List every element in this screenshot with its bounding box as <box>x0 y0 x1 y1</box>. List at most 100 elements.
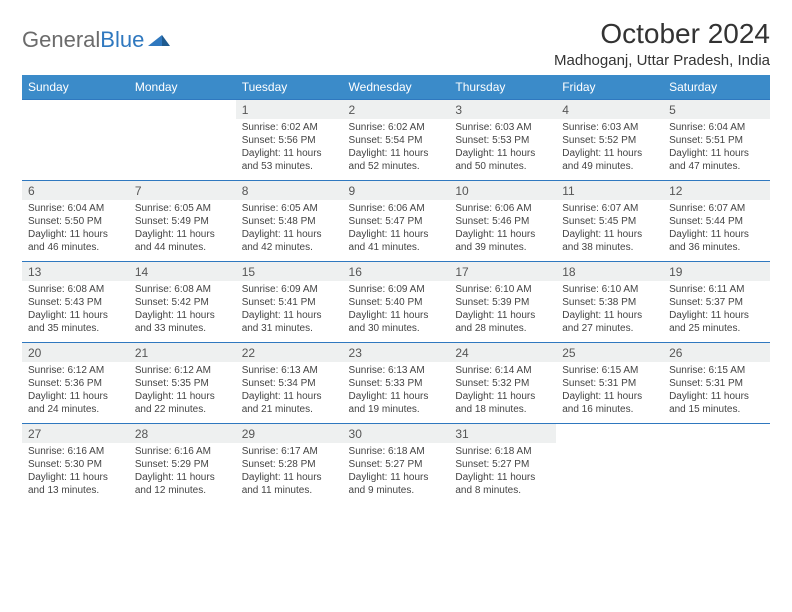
header: GeneralBlue October 2024 Madhoganj, Utta… <box>22 18 770 69</box>
date-cell: 20 <box>22 343 129 363</box>
detail-cell: Sunrise: 6:08 AMSunset: 5:43 PMDaylight:… <box>22 281 129 343</box>
body-row: Sunrise: 6:12 AMSunset: 5:36 PMDaylight:… <box>22 362 770 424</box>
date-cell: 21 <box>129 343 236 363</box>
day-header: Tuesday <box>236 75 343 100</box>
month-title: October 2024 <box>554 18 770 50</box>
detail-cell: Sunrise: 6:04 AMSunset: 5:50 PMDaylight:… <box>22 200 129 262</box>
date-cell: 8 <box>236 181 343 201</box>
date-row: 6789101112 <box>22 181 770 201</box>
title-block: October 2024 Madhoganj, Uttar Pradesh, I… <box>554 18 770 69</box>
date-row: 13141516171819 <box>22 262 770 282</box>
detail-cell <box>556 443 663 504</box>
detail-cell: Sunrise: 6:13 AMSunset: 5:34 PMDaylight:… <box>236 362 343 424</box>
date-cell <box>22 100 129 120</box>
location: Madhoganj, Uttar Pradesh, India <box>554 52 770 69</box>
date-cell: 16 <box>343 262 450 282</box>
date-cell: 6 <box>22 181 129 201</box>
calendar-table: Sunday Monday Tuesday Wednesday Thursday… <box>22 75 770 504</box>
date-cell: 26 <box>663 343 770 363</box>
day-header: Sunday <box>22 75 129 100</box>
brand-mark-icon <box>148 26 170 52</box>
date-cell: 3 <box>449 100 556 120</box>
detail-cell: Sunrise: 6:06 AMSunset: 5:46 PMDaylight:… <box>449 200 556 262</box>
detail-cell: Sunrise: 6:16 AMSunset: 5:30 PMDaylight:… <box>22 443 129 504</box>
page: GeneralBlue October 2024 Madhoganj, Utta… <box>0 0 792 504</box>
detail-cell: Sunrise: 6:03 AMSunset: 5:53 PMDaylight:… <box>449 119 556 181</box>
detail-cell: Sunrise: 6:07 AMSunset: 5:45 PMDaylight:… <box>556 200 663 262</box>
date-cell: 15 <box>236 262 343 282</box>
detail-cell <box>663 443 770 504</box>
brand-part2: Blue <box>100 27 144 53</box>
detail-cell: Sunrise: 6:16 AMSunset: 5:29 PMDaylight:… <box>129 443 236 504</box>
date-cell: 14 <box>129 262 236 282</box>
day-header: Friday <box>556 75 663 100</box>
date-row: 2728293031 <box>22 424 770 444</box>
brand-part1: General <box>22 27 100 53</box>
date-cell: 24 <box>449 343 556 363</box>
detail-cell <box>129 119 236 181</box>
date-cell: 31 <box>449 424 556 444</box>
detail-cell: Sunrise: 6:02 AMSunset: 5:56 PMDaylight:… <box>236 119 343 181</box>
detail-cell: Sunrise: 6:09 AMSunset: 5:40 PMDaylight:… <box>343 281 450 343</box>
date-cell: 22 <box>236 343 343 363</box>
date-cell: 28 <box>129 424 236 444</box>
date-cell <box>556 424 663 444</box>
date-cell: 13 <box>22 262 129 282</box>
body-row: Sunrise: 6:08 AMSunset: 5:43 PMDaylight:… <box>22 281 770 343</box>
day-header-row: Sunday Monday Tuesday Wednesday Thursday… <box>22 75 770 100</box>
detail-cell: Sunrise: 6:15 AMSunset: 5:31 PMDaylight:… <box>663 362 770 424</box>
date-cell: 18 <box>556 262 663 282</box>
detail-cell: Sunrise: 6:06 AMSunset: 5:47 PMDaylight:… <box>343 200 450 262</box>
detail-cell: Sunrise: 6:12 AMSunset: 5:35 PMDaylight:… <box>129 362 236 424</box>
day-header: Wednesday <box>343 75 450 100</box>
date-cell: 5 <box>663 100 770 120</box>
detail-cell: Sunrise: 6:13 AMSunset: 5:33 PMDaylight:… <box>343 362 450 424</box>
body-row: Sunrise: 6:04 AMSunset: 5:50 PMDaylight:… <box>22 200 770 262</box>
date-row: 12345 <box>22 100 770 120</box>
date-cell: 1 <box>236 100 343 120</box>
detail-cell: Sunrise: 6:10 AMSunset: 5:39 PMDaylight:… <box>449 281 556 343</box>
date-cell: 11 <box>556 181 663 201</box>
date-cell: 10 <box>449 181 556 201</box>
date-cell: 7 <box>129 181 236 201</box>
date-cell: 12 <box>663 181 770 201</box>
detail-cell: Sunrise: 6:12 AMSunset: 5:36 PMDaylight:… <box>22 362 129 424</box>
detail-cell: Sunrise: 6:17 AMSunset: 5:28 PMDaylight:… <box>236 443 343 504</box>
body-row: Sunrise: 6:02 AMSunset: 5:56 PMDaylight:… <box>22 119 770 181</box>
date-cell: 17 <box>449 262 556 282</box>
date-cell <box>129 100 236 120</box>
detail-cell: Sunrise: 6:15 AMSunset: 5:31 PMDaylight:… <box>556 362 663 424</box>
detail-cell: Sunrise: 6:05 AMSunset: 5:48 PMDaylight:… <box>236 200 343 262</box>
detail-cell: Sunrise: 6:09 AMSunset: 5:41 PMDaylight:… <box>236 281 343 343</box>
calendar-body: 12345Sunrise: 6:02 AMSunset: 5:56 PMDayl… <box>22 100 770 505</box>
date-cell: 27 <box>22 424 129 444</box>
detail-cell: Sunrise: 6:07 AMSunset: 5:44 PMDaylight:… <box>663 200 770 262</box>
date-row: 20212223242526 <box>22 343 770 363</box>
detail-cell: Sunrise: 6:04 AMSunset: 5:51 PMDaylight:… <box>663 119 770 181</box>
body-row: Sunrise: 6:16 AMSunset: 5:30 PMDaylight:… <box>22 443 770 504</box>
detail-cell: Sunrise: 6:14 AMSunset: 5:32 PMDaylight:… <box>449 362 556 424</box>
calendar-head: Sunday Monday Tuesday Wednesday Thursday… <box>22 75 770 100</box>
date-cell: 2 <box>343 100 450 120</box>
date-cell <box>663 424 770 444</box>
day-header: Monday <box>129 75 236 100</box>
day-header: Thursday <box>449 75 556 100</box>
brand-logo: GeneralBlue <box>22 18 170 54</box>
detail-cell: Sunrise: 6:10 AMSunset: 5:38 PMDaylight:… <box>556 281 663 343</box>
date-cell: 23 <box>343 343 450 363</box>
date-cell: 29 <box>236 424 343 444</box>
day-header: Saturday <box>663 75 770 100</box>
date-cell: 4 <box>556 100 663 120</box>
date-cell: 25 <box>556 343 663 363</box>
detail-cell: Sunrise: 6:05 AMSunset: 5:49 PMDaylight:… <box>129 200 236 262</box>
date-cell: 30 <box>343 424 450 444</box>
detail-cell <box>22 119 129 181</box>
date-cell: 9 <box>343 181 450 201</box>
detail-cell: Sunrise: 6:18 AMSunset: 5:27 PMDaylight:… <box>449 443 556 504</box>
detail-cell: Sunrise: 6:18 AMSunset: 5:27 PMDaylight:… <box>343 443 450 504</box>
detail-cell: Sunrise: 6:02 AMSunset: 5:54 PMDaylight:… <box>343 119 450 181</box>
detail-cell: Sunrise: 6:03 AMSunset: 5:52 PMDaylight:… <box>556 119 663 181</box>
detail-cell: Sunrise: 6:11 AMSunset: 5:37 PMDaylight:… <box>663 281 770 343</box>
date-cell: 19 <box>663 262 770 282</box>
detail-cell: Sunrise: 6:08 AMSunset: 5:42 PMDaylight:… <box>129 281 236 343</box>
